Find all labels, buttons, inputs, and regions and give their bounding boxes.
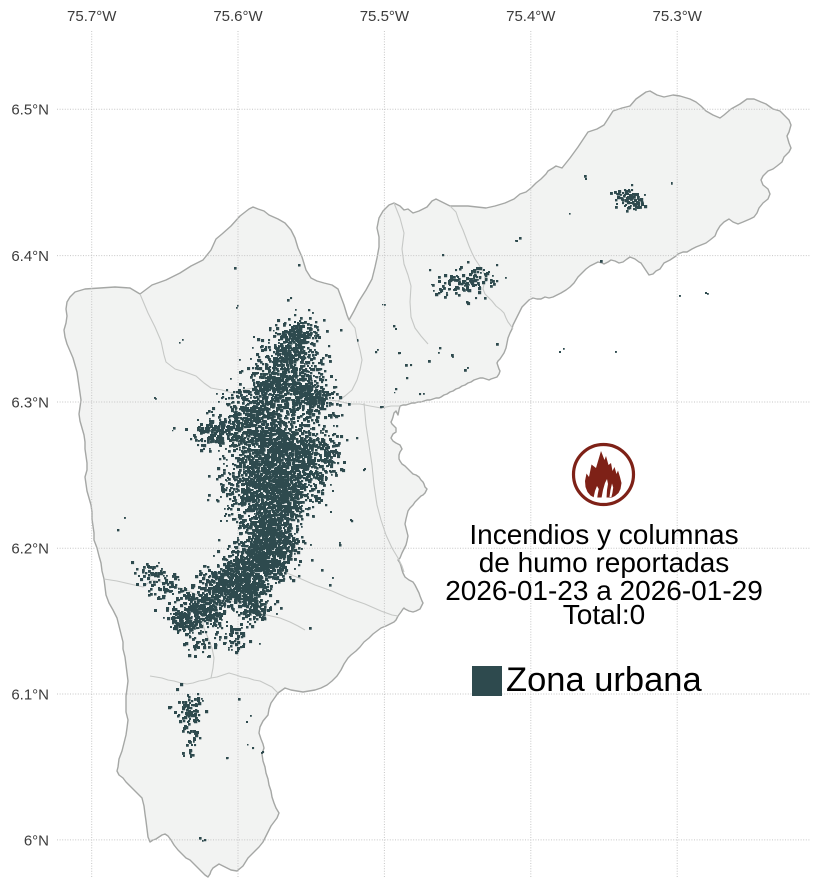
svg-text:Zona urbana: Zona urbana [506,661,702,699]
svg-text:6.2°N: 6.2°N [11,541,49,558]
svg-text:75.5°W: 75.5°W [360,8,410,25]
svg-text:6.3°N: 6.3°N [11,394,49,411]
svg-text:75.3°W: 75.3°W [653,8,703,25]
svg-text:6.1°N: 6.1°N [11,686,49,703]
svg-text:6.5°N: 6.5°N [11,102,49,119]
svg-text:de humo reportadas: de humo reportadas [479,547,730,578]
svg-text:Incendios y columnas: Incendios y columnas [469,519,738,550]
svg-text:6.4°N: 6.4°N [11,248,49,265]
svg-text:75.7°W: 75.7°W [67,8,117,25]
svg-text:75.6°W: 75.6°W [213,8,263,25]
svg-text:Total:0: Total:0 [563,599,646,630]
svg-text:2026-01-23 a 2026-01-29: 2026-01-23 a 2026-01-29 [445,575,763,606]
svg-text:75.4°W: 75.4°W [506,8,556,25]
svg-text:6°N: 6°N [24,832,49,849]
